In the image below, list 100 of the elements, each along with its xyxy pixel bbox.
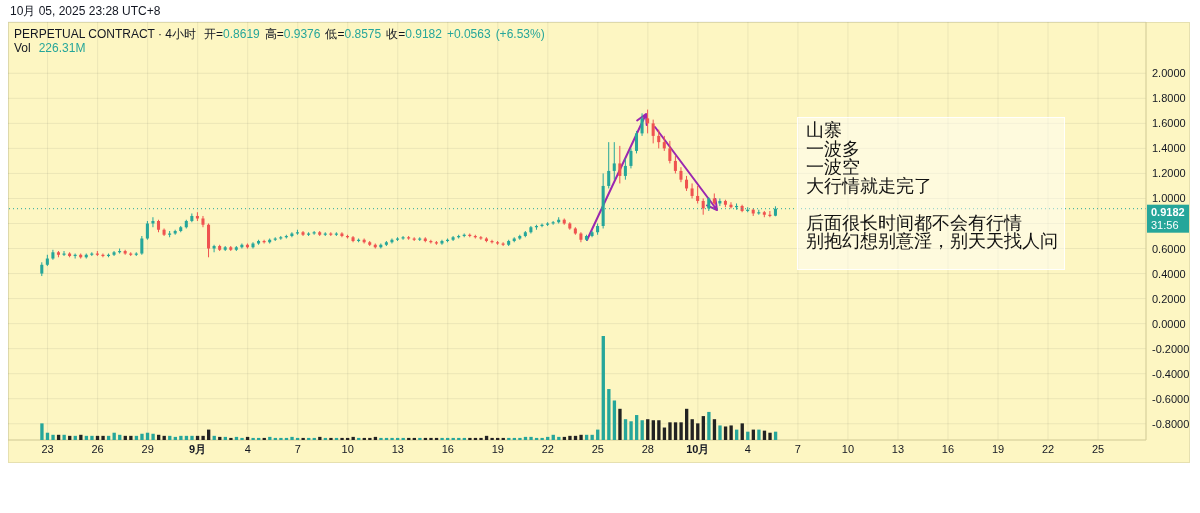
bar [529, 436, 533, 440]
bar [129, 435, 133, 440]
x-tick-label: 13 [391, 443, 404, 455]
bar [229, 437, 233, 440]
bar [290, 436, 294, 440]
candlestick [490, 239, 494, 245]
bar [673, 422, 678, 440]
candlestick [618, 145, 622, 184]
x-tick-label: 4 [244, 443, 251, 455]
y-tick-label: -0.2000 [1152, 342, 1190, 355]
x-tick-label: 25 [1091, 443, 1105, 455]
bar [245, 436, 250, 440]
candlestick [540, 222, 544, 228]
x-tick-label: 28 [641, 443, 654, 455]
bar [618, 408, 622, 440]
candlestick [207, 222, 211, 258]
bar [429, 437, 433, 440]
bar [218, 436, 222, 440]
bar [151, 433, 155, 440]
annotation: 一波空 [806, 156, 860, 177]
chart-title: Vol [14, 41, 31, 55]
bar [562, 436, 567, 440]
bar [390, 437, 394, 440]
x-tick-label: 16 [941, 443, 955, 455]
bar [279, 437, 283, 440]
bar [651, 420, 655, 440]
candlestick [668, 140, 672, 164]
bar [657, 420, 661, 440]
bar [234, 436, 239, 440]
candlestick [634, 130, 639, 154]
bar [518, 437, 522, 440]
bar [368, 437, 372, 440]
y-tick-label: 0.6000 [1152, 242, 1186, 255]
bar [701, 416, 705, 440]
bar [601, 336, 605, 440]
y-tick-label: 0.4000 [1152, 267, 1186, 280]
candlestick [212, 244, 216, 253]
bar [51, 434, 55, 440]
x-tick-label: 7 [294, 443, 301, 455]
candlestick [623, 157, 627, 181]
annotation: 大行情就走完了 [806, 174, 932, 196]
bar [62, 434, 66, 440]
text: 开=0.8619 高=0.9376 低=0.8575 收=0.9182 +0.0563 (+6.53%) [204, 27, 545, 41]
bar [173, 436, 177, 440]
bar [251, 437, 255, 440]
bar [696, 423, 700, 440]
x-tick-label: 22 [541, 443, 554, 455]
bar [768, 432, 772, 440]
bar [301, 437, 305, 440]
bar [540, 437, 544, 440]
y-tick-label: -0.4000 [1152, 367, 1190, 380]
bar [612, 400, 617, 440]
bar [546, 436, 550, 440]
bar [468, 437, 472, 440]
x-tick-label: 22 [1041, 443, 1055, 455]
bar [707, 411, 711, 440]
candlestick [145, 220, 149, 241]
bar [646, 419, 650, 440]
bar [757, 429, 761, 440]
x-tick-label: 23 [41, 443, 54, 455]
bar [440, 437, 444, 440]
candlestick [140, 235, 144, 256]
y-tick-label: 0.0000 [1152, 317, 1186, 330]
text: 10月 05, 2025 23:28 UTC+8 [10, 4, 161, 18]
bar [379, 437, 383, 440]
bar [690, 419, 694, 440]
x-tick-label: 25 [591, 443, 604, 455]
bar [640, 420, 644, 440]
candlestick [612, 141, 616, 181]
bar [190, 435, 194, 440]
candlestick [312, 230, 316, 236]
bar [373, 436, 378, 440]
x-tick-label: 19 [991, 443, 1005, 455]
x-tick-label: 29 [141, 443, 154, 455]
bar [607, 389, 611, 440]
candlestick [646, 109, 650, 134]
bar [490, 437, 494, 440]
bar [723, 426, 728, 440]
candlestick [640, 112, 644, 137]
bar [79, 434, 83, 440]
bar [679, 422, 683, 440]
y-tick-label: 1.0000 [1152, 192, 1186, 205]
candlestick [401, 235, 405, 241]
candlestick [251, 241, 255, 250]
y-tick-label: 1.2000 [1152, 167, 1186, 180]
candlestick [629, 147, 633, 169]
bar [729, 425, 733, 440]
candlestick [657, 129, 661, 149]
bar [629, 421, 633, 440]
bar [179, 435, 183, 440]
y-tick-label: 1.4000 [1152, 142, 1186, 155]
bar [634, 415, 639, 440]
ref-line-label: 0.9182 31:56 [1151, 205, 1185, 231]
annotation: 226.31M [38, 41, 86, 55]
candlestick [651, 119, 655, 144]
candlestick [62, 250, 66, 257]
candlestick [479, 235, 483, 241]
bar [201, 435, 205, 440]
bar [523, 436, 528, 440]
candlestick [729, 201, 733, 209]
